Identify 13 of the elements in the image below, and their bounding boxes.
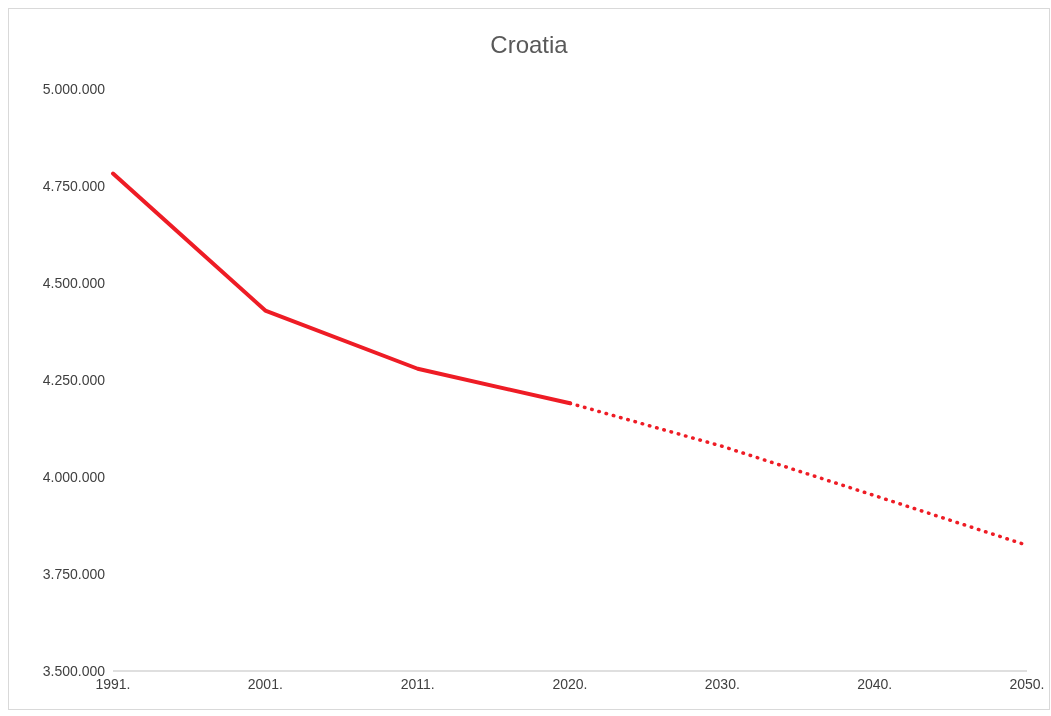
x-tick-label: 2050. bbox=[1009, 675, 1045, 692]
x-tick-label: 2040. bbox=[857, 675, 893, 692]
y-tick-label: 4.500.000 bbox=[42, 274, 106, 291]
y-tick-label: 4.750.000 bbox=[42, 177, 106, 194]
x-tick-label: 2011. bbox=[400, 675, 435, 692]
y-tick-label: 4.250.000 bbox=[42, 371, 106, 388]
x-tick-label: 2020. bbox=[552, 675, 588, 692]
x-tick-label: 2030. bbox=[704, 675, 740, 692]
y-tick-label: 5.000.000 bbox=[42, 80, 106, 97]
y-tick-label: 4.000.000 bbox=[42, 468, 106, 485]
x-tick-label: 2001. bbox=[247, 675, 283, 692]
y-tick-label: 3.750.000 bbox=[42, 565, 106, 582]
chart-title: Croatia bbox=[489, 31, 569, 59]
